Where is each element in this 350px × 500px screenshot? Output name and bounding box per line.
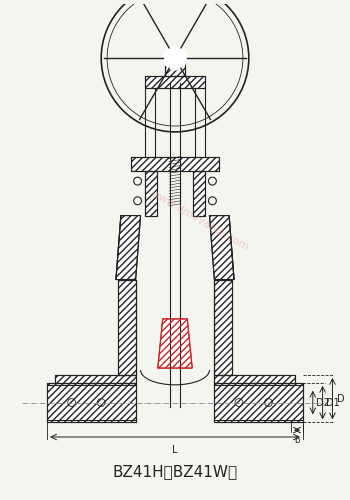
Text: L: L bbox=[172, 445, 178, 455]
Polygon shape bbox=[131, 156, 219, 172]
Polygon shape bbox=[214, 383, 303, 422]
Text: D1: D1 bbox=[326, 398, 339, 407]
Polygon shape bbox=[214, 375, 295, 383]
Polygon shape bbox=[146, 76, 204, 88]
Text: D: D bbox=[337, 394, 345, 404]
Polygon shape bbox=[55, 375, 136, 383]
Polygon shape bbox=[214, 280, 232, 375]
Polygon shape bbox=[209, 216, 234, 280]
Text: www.dmvvalve.com: www.dmvvalve.com bbox=[148, 188, 251, 253]
Text: BZ41H（BZ41W）: BZ41H（BZ41W） bbox=[112, 464, 238, 479]
Polygon shape bbox=[165, 58, 185, 76]
Polygon shape bbox=[193, 172, 204, 216]
Text: b: b bbox=[294, 436, 300, 445]
Polygon shape bbox=[47, 383, 136, 422]
Polygon shape bbox=[116, 216, 141, 280]
Text: D2: D2 bbox=[316, 398, 330, 407]
Polygon shape bbox=[146, 172, 157, 216]
Circle shape bbox=[163, 46, 187, 70]
Polygon shape bbox=[118, 280, 136, 375]
Polygon shape bbox=[158, 319, 192, 368]
